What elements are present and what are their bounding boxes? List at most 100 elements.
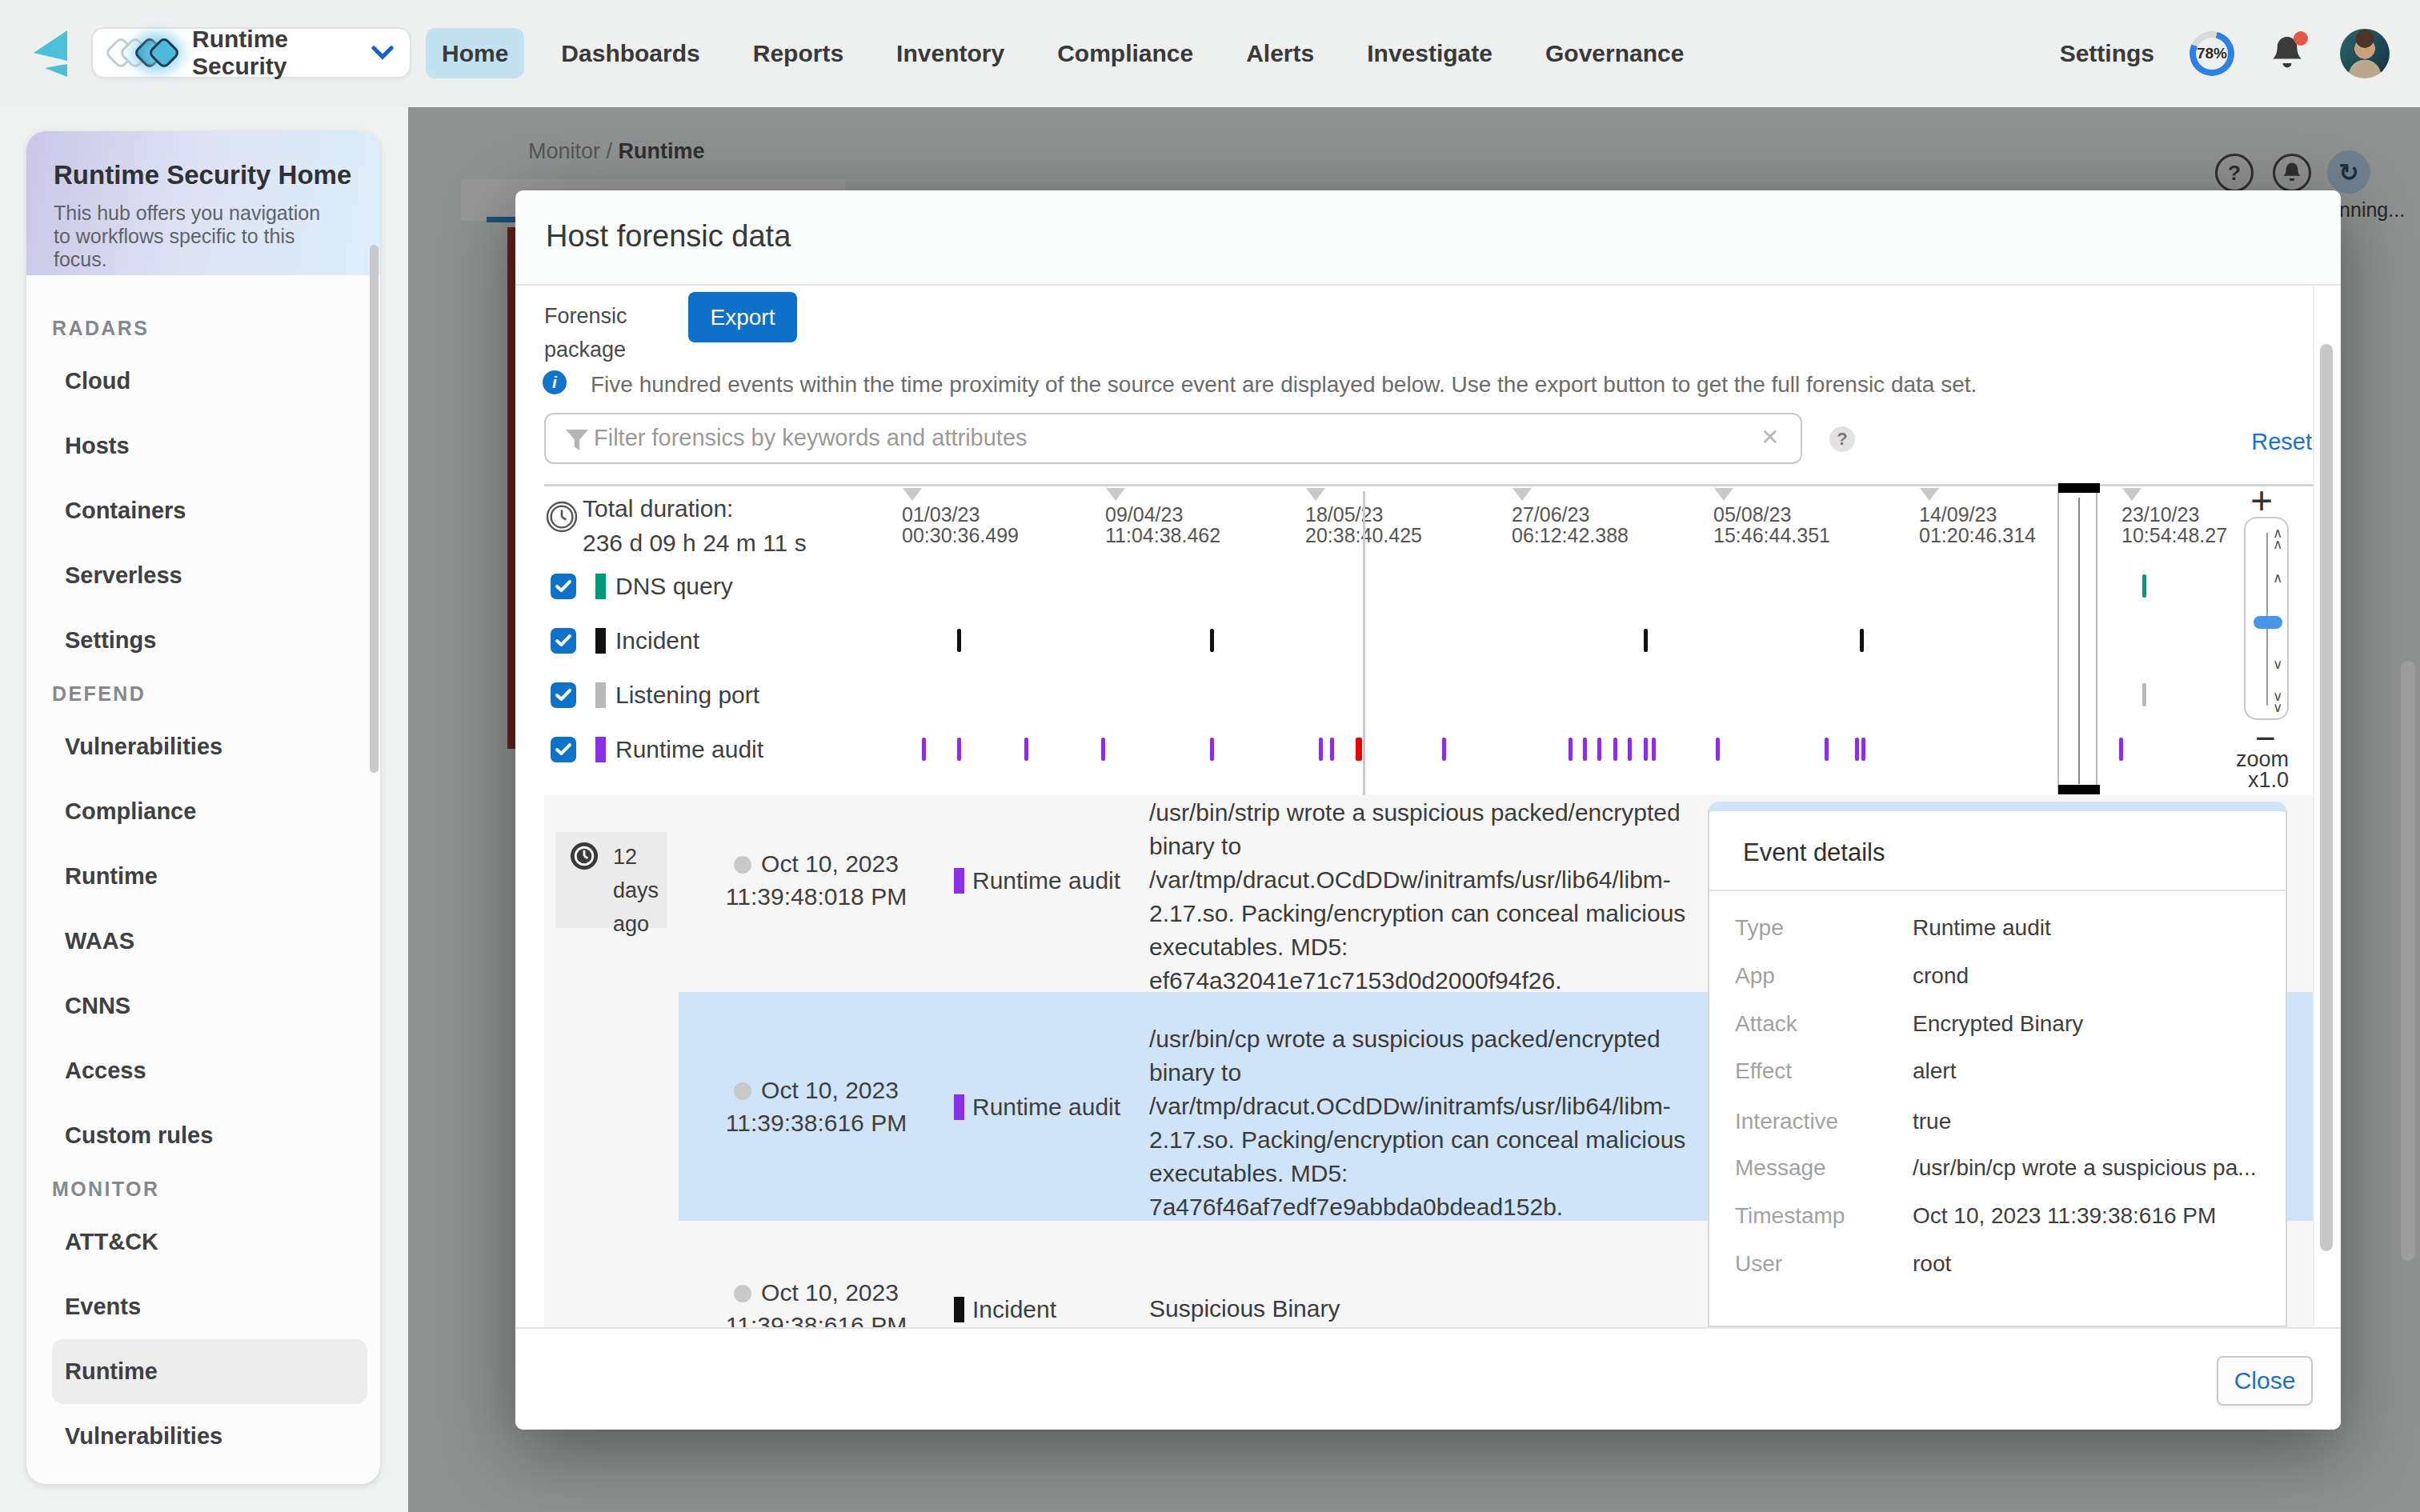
sidebar-item-vulnerabilities[interactable]: Vulnerabilities [52,714,367,779]
event-type: Runtime audit [954,1094,1120,1121]
reset-link[interactable]: Reset [2251,429,2312,455]
timeline-brush[interactable] [2057,483,2097,794]
sidebar-item-compliance[interactable]: Compliance [52,779,367,844]
sidebar-item-settings[interactable]: Settings [52,608,367,673]
event-type-label: Incident [972,1296,1056,1323]
event-type-chip [954,1094,964,1120]
sidebar-item-events[interactable]: Events [52,1274,367,1339]
event-tick-runtime [1861,738,1865,761]
host-forensic-modal: Host forensic data Forensic package Expo… [515,190,2341,1430]
detail-row-timestamp: TimestampOct 10, 2023 11:39:38:616 PM [1735,1203,2263,1235]
detail-value: crond [1913,963,2262,989]
event-tick-runtime [922,738,926,761]
sidebar-item-cloud[interactable]: Cloud [52,349,367,414]
relative-time-badge: 12daysago [555,832,667,928]
brush-handle-top[interactable] [2058,483,2100,493]
notification-badge [2294,31,2308,46]
nav-item-home[interactable]: Home [426,28,524,78]
event-tick-incident [1860,629,1864,652]
sidebar-item-hosts[interactable]: Hosts [52,414,367,478]
avatar[interactable] [2340,29,2390,78]
date-marker-icon [1920,488,1939,501]
total-duration-value: 236 d 09 h 24 m 11 s [583,530,807,557]
total-duration-label: Total duration: [583,495,733,522]
filter-help-icon[interactable]: ? [1829,426,1855,452]
detail-row-attack: AttackEncrypted Binary [1735,1011,2263,1043]
sidebar-scrollbar[interactable] [370,245,379,773]
chevron-down-icon2[interactable]: ∨ [2273,659,2282,670]
sidebar-title: Runtime Security Home [54,160,380,190]
event-tick-runtime [1319,738,1323,761]
export-button[interactable]: Export [688,292,797,342]
bullet-icon [734,1082,751,1100]
module-selector-label: Runtime Security [192,26,371,80]
window-scrollbar[interactable] [2401,661,2415,1261]
event-tick-listening [2142,683,2146,706]
sidebar-item-serverless[interactable]: Serverless [52,543,367,608]
detail-value: /usr/bin/cp wrote a suspicious pa... [1913,1155,2262,1181]
sidebar-item-waas[interactable]: WAAS [52,909,367,974]
checkbox-checked[interactable] [551,574,576,599]
zoom-slider-thumb[interactable] [2254,616,2282,629]
series-color-chip [595,737,606,762]
event-type: Incident [954,1296,1056,1323]
sidebar-item-runtime[interactable]: Runtime [52,844,367,909]
date-marker-icon [1306,488,1325,501]
detail-label: Timestamp [1735,1203,1845,1229]
sidebar-item-att-ck[interactable]: ATT&CK [52,1210,367,1274]
sidebar-item-containers[interactable]: Containers [52,478,367,543]
detail-row-message: Message/usr/bin/cp wrote a suspicious pa… [1735,1155,2263,1187]
event-tick-runtime [1628,738,1632,761]
double-chevron-down-icon[interactable]: ∨∨ [2273,691,2282,714]
detail-row-type: Type Runtime audit [1735,915,2263,947]
nav-item-dashboards[interactable]: Dashboards [545,28,715,78]
detail-value: root [1913,1251,2262,1277]
nav-item-investigate[interactable]: Investigate [1351,28,1508,78]
chevron-up-icon[interactable]: ∧ [2273,573,2282,584]
sidebar-item-runtime[interactable]: Runtime [52,1339,367,1404]
clear-filter-icon[interactable]: ✕ [1761,424,1779,450]
event-tick-runtime [1330,738,1334,761]
modal-scroll-track [2313,286,2314,1326]
zoom-slider[interactable]: ∧∧ ∧ ∨ ∨∨ [2244,517,2289,720]
event-message: /usr/bin/strip wrote a suspicious packed… [1149,796,1690,998]
detail-label: User [1735,1251,1782,1277]
modal-footer: Close [515,1327,2341,1430]
double-chevron-up-icon[interactable]: ∧∧ [2273,528,2282,550]
detail-row-user: User root [1735,1251,2263,1283]
checkbox-checked[interactable] [551,628,576,654]
sidebar-item-cnns[interactable]: CNNS [52,974,367,1038]
detail-label: Attack [1735,1011,1797,1037]
sidebar-item-vulnerabilities[interactable]: Vulnerabilities [52,1404,367,1469]
timeline-border [544,484,2313,486]
nav-item-alerts[interactable]: Alerts [1230,28,1330,78]
event-tick-runtime [2119,738,2123,761]
event-tick-runtime [1024,738,1028,761]
detail-value: Runtime audit [1913,915,2262,941]
notifications-button[interactable] [2270,34,2305,73]
detail-label: Type [1735,915,1784,941]
brush-handle-bottom[interactable] [2058,785,2100,794]
sidebar-subtitle: This hub offers you navigation to workfl… [54,202,342,271]
detail-row-app: Appcrond [1735,963,2263,995]
close-button[interactable]: Close [2217,1356,2313,1406]
event-tick-runtime [1613,738,1617,761]
sidebar-item-custom-rules[interactable]: Custom rules [52,1103,367,1168]
checkbox-checked[interactable] [551,682,576,708]
event-details-title: Event details [1743,838,1885,867]
modal-header: Host forensic data [515,190,2341,286]
sidebar-item-access[interactable]: Access [52,1038,367,1103]
series-color-chip [595,574,606,599]
settings-button[interactable]: Settings [2060,40,2154,67]
progress-ring[interactable]: 78% [2190,31,2234,76]
modal-scrollbar[interactable] [2320,344,2333,1251]
nav-item-reports[interactable]: Reports [737,28,859,78]
source-event-line [1363,491,1365,795]
checkbox-checked[interactable] [551,737,576,762]
module-selector[interactable]: Runtime Security [91,27,411,78]
clock-icon [570,842,599,870]
nav-item-compliance[interactable]: Compliance [1041,28,1209,78]
nav-item-inventory[interactable]: Inventory [880,28,1020,78]
nav-item-governance[interactable]: Governance [1529,28,1700,78]
zoom-in-button[interactable]: + [2250,478,2273,522]
